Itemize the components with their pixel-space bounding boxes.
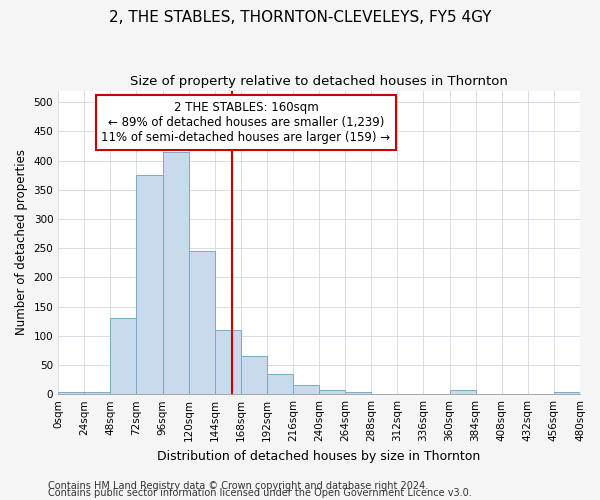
Bar	[84, 392, 110, 394]
Bar	[163, 152, 188, 394]
Bar	[449, 390, 476, 394]
Text: 2 THE STABLES: 160sqm
← 89% of detached houses are smaller (1,239)
11% of semi-d: 2 THE STABLES: 160sqm ← 89% of detached …	[101, 101, 391, 144]
Text: Contains HM Land Registry data © Crown copyright and database right 2024.: Contains HM Land Registry data © Crown c…	[48, 481, 428, 491]
Text: Contains public sector information licensed under the Open Government Licence v3: Contains public sector information licen…	[48, 488, 472, 498]
Bar	[215, 330, 241, 394]
Bar	[267, 374, 293, 394]
X-axis label: Distribution of detached houses by size in Thornton: Distribution of detached houses by size …	[157, 450, 481, 462]
Bar	[58, 392, 84, 394]
Text: 2, THE STABLES, THORNTON-CLEVELEYS, FY5 4GY: 2, THE STABLES, THORNTON-CLEVELEYS, FY5 …	[109, 10, 491, 25]
Bar	[136, 175, 163, 394]
Bar	[345, 392, 371, 394]
Bar	[188, 251, 215, 394]
Bar	[554, 392, 580, 394]
Bar	[293, 386, 319, 394]
Y-axis label: Number of detached properties: Number of detached properties	[15, 150, 28, 336]
Bar	[319, 390, 345, 394]
Bar	[241, 356, 267, 394]
Title: Size of property relative to detached houses in Thornton: Size of property relative to detached ho…	[130, 75, 508, 88]
Bar	[110, 318, 136, 394]
